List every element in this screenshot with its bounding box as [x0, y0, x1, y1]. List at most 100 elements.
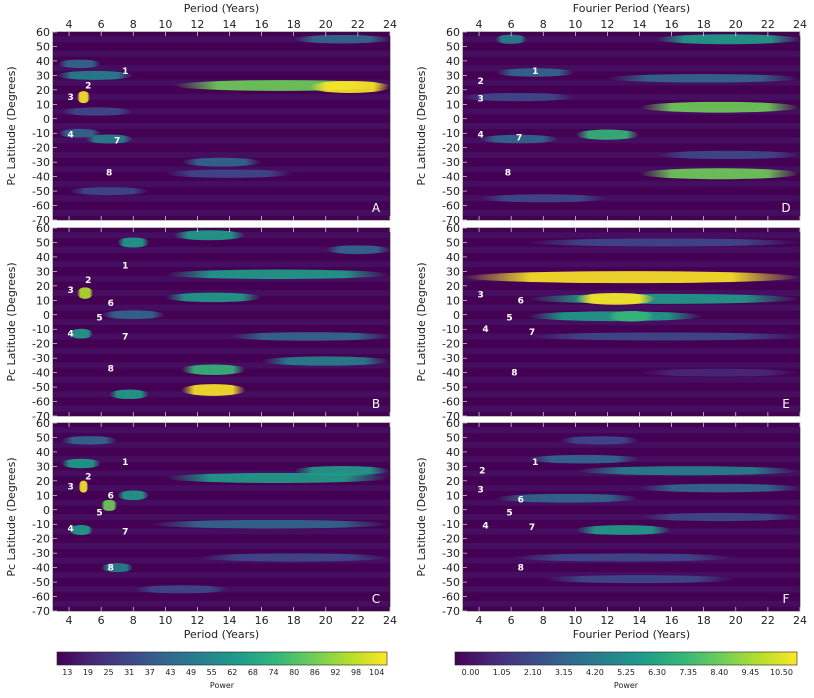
power-band: [109, 389, 150, 400]
panel-frame: [52, 227, 391, 417]
region-marker: 1: [532, 67, 538, 77]
region-marker: 3: [478, 291, 484, 301]
y-tick-label: 40: [446, 55, 460, 68]
colorbar-tick-label: 1.05: [493, 668, 511, 677]
x-tick-label-bottom: 6: [98, 614, 105, 627]
region-marker: 3: [68, 286, 74, 296]
power-band: [181, 384, 246, 396]
colorbar-rect: [56, 651, 388, 666]
y-tick-label: 10: [36, 489, 50, 502]
colorbar-tick-label: 6.30: [648, 668, 666, 677]
background-streak: [463, 151, 800, 158]
power-band: [639, 483, 800, 493]
x-tick-label-bottom: 10: [568, 614, 582, 627]
colorbar-tick-label: 3.15: [555, 668, 573, 677]
x-tick-label-top: 24: [793, 18, 807, 31]
power-band: [527, 454, 640, 464]
background-streak: [53, 137, 390, 144]
background-streak: [53, 209, 390, 216]
background-streak: [53, 36, 390, 43]
x-tick-label-top: 16: [665, 18, 679, 31]
y-tick-label: -30: [442, 547, 460, 560]
background-streak: [53, 571, 390, 578]
y-axis-label: Pc Latitude (Degrees): [5, 66, 18, 185]
region-marker: 2: [85, 82, 91, 92]
y-tick-label: -60: [32, 591, 50, 604]
background-streak: [53, 470, 390, 477]
panel-frame: [52, 422, 391, 612]
y-tick-label: -70: [442, 605, 460, 618]
y-tick-label: -10: [442, 518, 460, 531]
power-band: [543, 575, 736, 584]
x-tick-label-bottom: 20: [319, 614, 333, 627]
power-band: [655, 150, 800, 160]
background-streak: [53, 94, 390, 101]
region-marker: 1: [122, 67, 128, 77]
y-tick-label: -30: [442, 352, 460, 365]
y-tick-label: -40: [442, 171, 460, 184]
x-tick-label-top: 18: [697, 18, 711, 31]
background-streak: [463, 405, 800, 412]
power-band: [607, 74, 800, 83]
y-tick-label: 40: [446, 251, 460, 264]
colorbar-tick-label: 74: [268, 668, 278, 677]
y-axis-label: Pc Latitude (Degrees): [415, 262, 428, 381]
background-streak: [53, 166, 390, 173]
background-streak: [53, 333, 390, 340]
y-tick-label: -50: [32, 185, 50, 198]
y-tick-label: -30: [32, 547, 50, 560]
x-tick-label-top: 10: [158, 18, 172, 31]
y-tick-label: -50: [442, 185, 460, 198]
y-tick-label: -40: [32, 367, 50, 380]
background-streak: [463, 362, 800, 369]
power-band: [309, 80, 390, 93]
y-tick-label: 10: [446, 489, 460, 502]
x-tick-label-top: 22: [761, 18, 775, 31]
y-tick-label: 30: [446, 69, 460, 82]
x-axis-label-bottom: Fourier Period (Years): [573, 628, 690, 641]
power-band: [77, 287, 94, 299]
background-streak: [53, 557, 390, 564]
panel-letter: A: [372, 201, 381, 215]
background-streak: [463, 600, 800, 607]
power-band: [69, 187, 150, 196]
x-tick-label-top: 16: [255, 18, 269, 31]
y-tick-label: -60: [32, 200, 50, 213]
colorbar-tick-label: 9.45: [741, 668, 759, 677]
x-tick-label-bottom: 22: [351, 614, 365, 627]
region-marker: 7: [529, 328, 535, 338]
x-tick-label-top: 8: [540, 18, 547, 31]
y-tick-label: 0: [43, 504, 50, 517]
power-band: [56, 70, 134, 80]
region-marker: 4: [482, 522, 488, 532]
power-band: [229, 332, 390, 341]
y-tick-label: -70: [442, 410, 460, 423]
y-tick-label: 20: [446, 280, 460, 293]
x-tick-label-bottom: 24: [793, 614, 807, 627]
region-marker: 4: [478, 131, 484, 141]
panel-content: [463, 34, 800, 216]
power-band: [479, 194, 608, 203]
power-band: [293, 34, 390, 44]
x-tick-label-top: 12: [600, 18, 614, 31]
power-band: [527, 332, 800, 341]
y-tick-label: -60: [442, 396, 460, 409]
region-marker: 3: [68, 93, 74, 103]
y-tick-label: 20: [36, 475, 50, 488]
power-band: [559, 436, 640, 445]
y-tick-label: 40: [36, 55, 50, 68]
background-streak: [53, 405, 390, 412]
power-band: [479, 134, 560, 144]
colorbar-label: Power: [210, 681, 235, 690]
y-tick-label: 50: [36, 236, 50, 249]
background-streak: [463, 571, 800, 578]
background-streak: [53, 246, 390, 253]
x-tick-label-top: 20: [319, 18, 333, 31]
background-streak: [53, 441, 390, 448]
region-marker: 8: [518, 564, 524, 574]
y-tick-label: -10: [442, 127, 460, 140]
background-streak: [53, 304, 390, 311]
power-band: [181, 157, 262, 167]
power-band: [173, 230, 246, 241]
background-streak: [463, 261, 800, 268]
